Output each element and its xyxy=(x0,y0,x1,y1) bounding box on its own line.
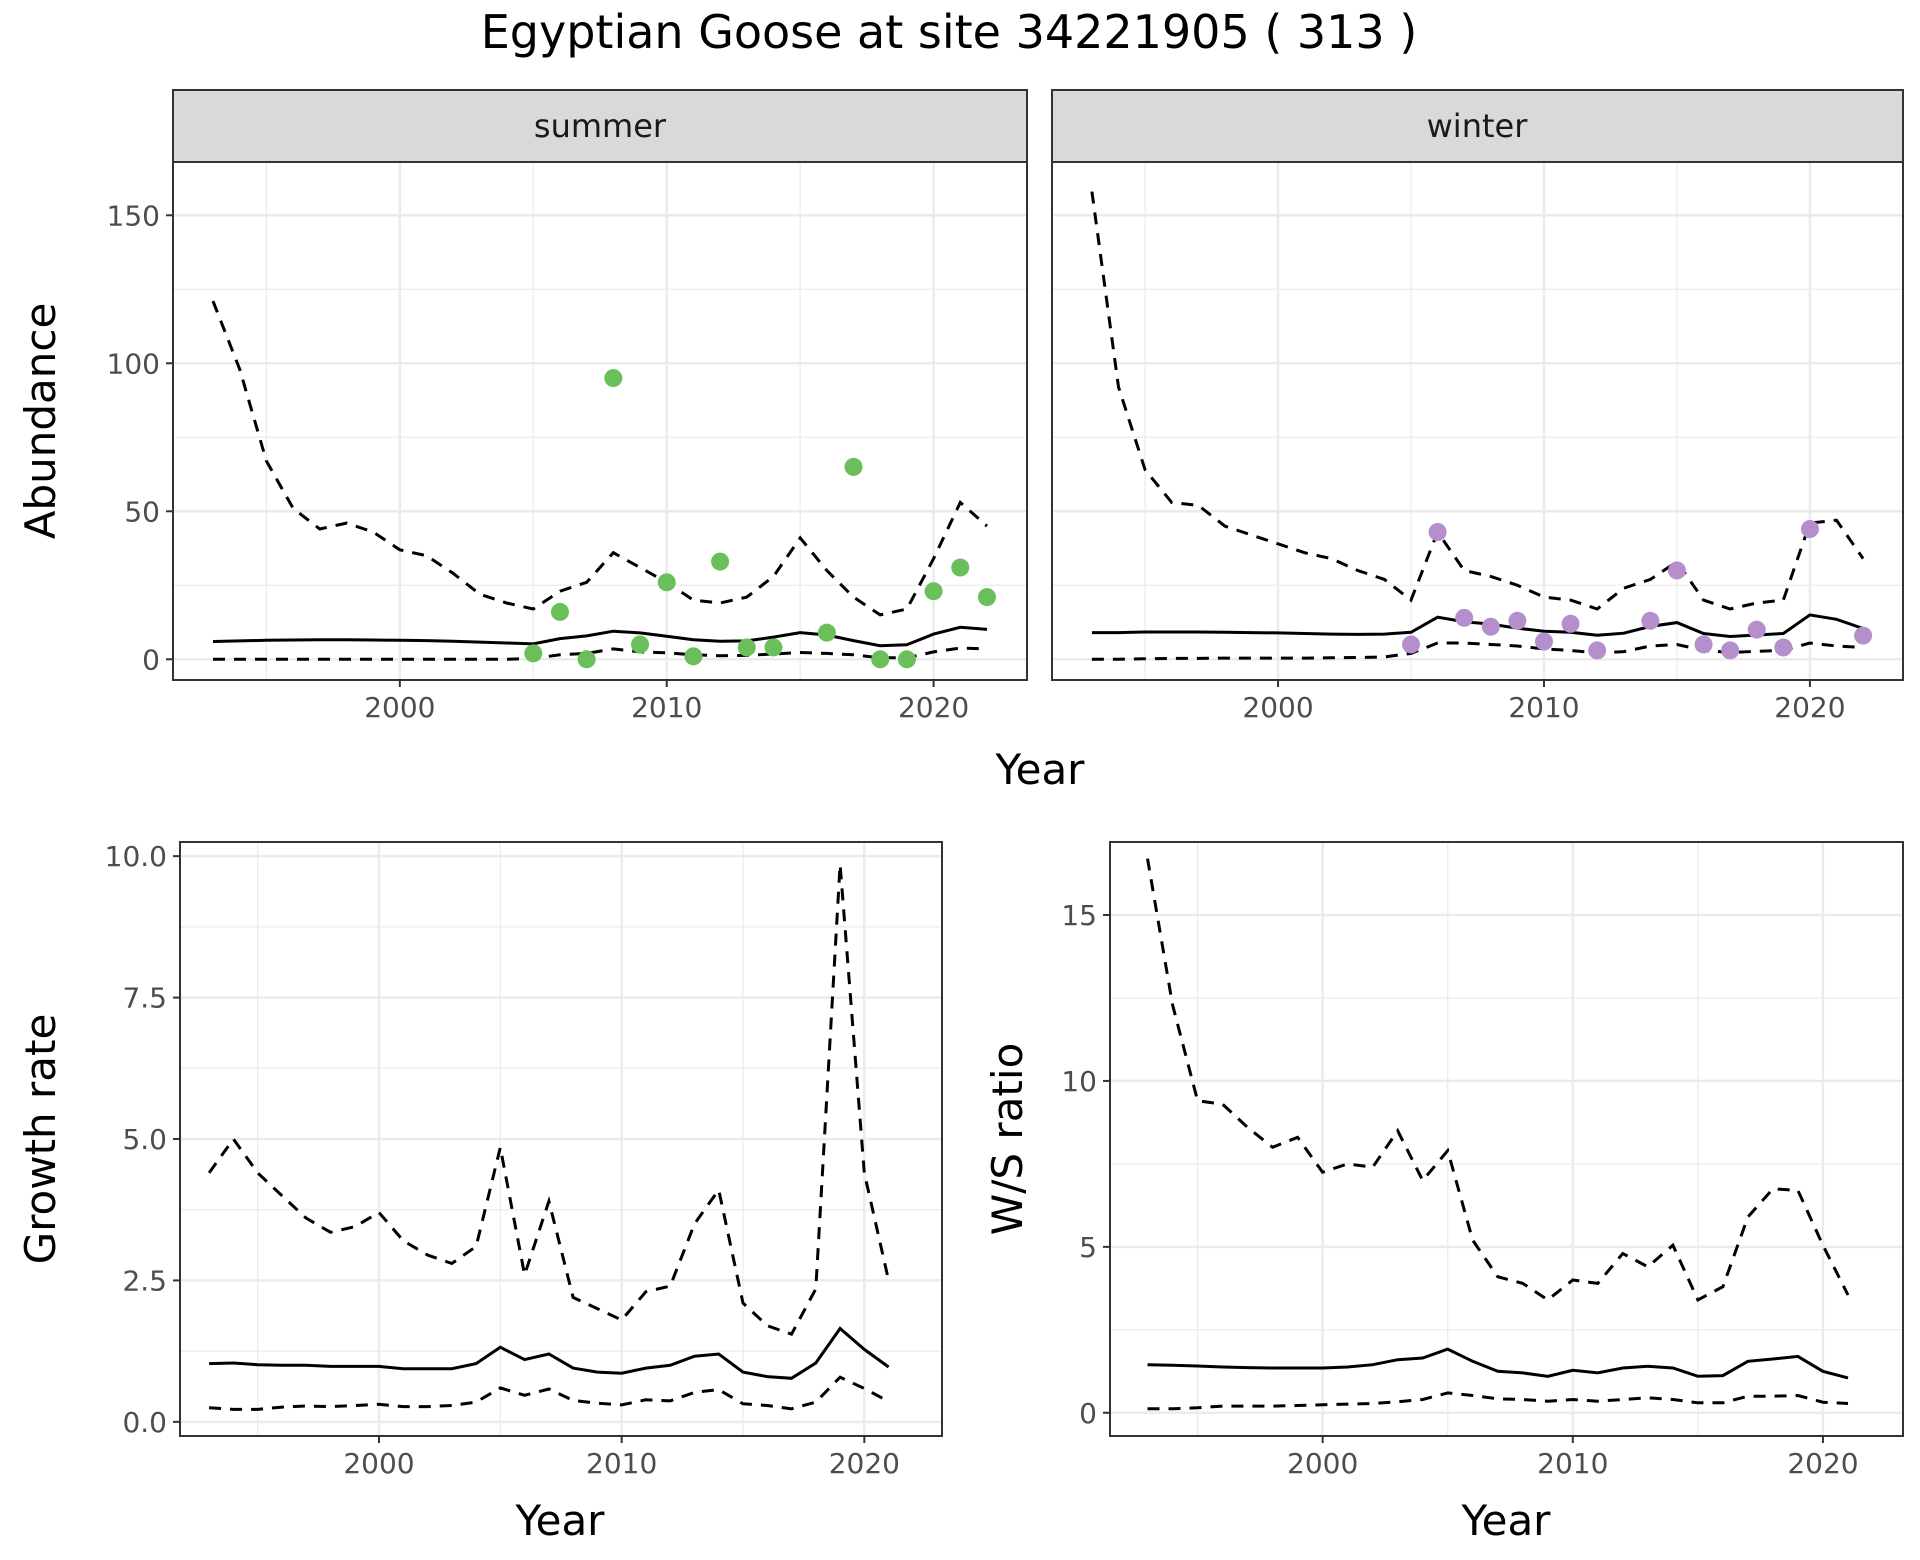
winter-observation-point xyxy=(1667,561,1686,580)
summer-x-tick-label: 2010 xyxy=(631,691,702,724)
winter-observation-point xyxy=(1402,635,1421,654)
ws-y-tick-label: 15 xyxy=(1061,899,1097,932)
summer-observation-point xyxy=(524,644,543,663)
summer-observation-point xyxy=(631,635,650,654)
summer-observation-point xyxy=(924,582,943,601)
winter-upper-ci-line xyxy=(1090,191,1865,611)
summer-observation-point xyxy=(711,552,730,571)
ws-upper-ci-line xyxy=(1146,858,1850,1302)
summer-observation-point xyxy=(871,650,890,669)
winter-panel: winter xyxy=(1051,89,1904,681)
growth-y-tick-label: 7.5 xyxy=(122,982,167,1015)
summer-panel: summer xyxy=(172,89,1028,681)
growth-x-tick-label: 2010 xyxy=(586,1447,657,1480)
winter-observation-point xyxy=(1428,523,1447,541)
growth-y-tick-label: 0.0 xyxy=(122,1406,167,1439)
abundance-y-tick-label: 150 xyxy=(107,199,160,232)
growth-x-axis-title: Year xyxy=(515,1496,606,1545)
winter-observation-point xyxy=(1747,620,1766,639)
summer-observation-point xyxy=(764,638,783,657)
abundance-y-tick-label: 50 xyxy=(124,495,160,528)
summer-observation-point xyxy=(550,602,569,621)
summer-x-tick-label: 2020 xyxy=(898,691,969,724)
winter-panel-border xyxy=(1051,161,1904,681)
ws-x-tick-label: 2020 xyxy=(1787,1447,1858,1480)
growth-y-tick-label: 2.5 xyxy=(122,1264,167,1297)
summer-observation-point xyxy=(577,650,596,669)
summer-observation-point xyxy=(844,457,863,476)
summer-observation-point xyxy=(897,650,916,669)
summer-strip xyxy=(172,89,1028,163)
ws-x-tick-label: 2010 xyxy=(1537,1447,1608,1480)
ws-ratio-panel xyxy=(1109,841,1904,1437)
ws-y-tick-label: 5 xyxy=(1079,1231,1097,1264)
winter-x-tick-label: 2020 xyxy=(1774,691,1845,724)
ws-y-tick-label: 10 xyxy=(1061,1065,1097,1098)
growth-mean-line xyxy=(209,1326,890,1380)
summer-observation-point xyxy=(817,623,836,642)
ws-y-tick-label: 0 xyxy=(1079,1397,1097,1430)
winter-observation-point xyxy=(1694,635,1713,654)
winter-observation-point xyxy=(1641,611,1660,630)
winter-strip-label: winter xyxy=(1427,107,1529,145)
winter-observation-point xyxy=(1588,641,1607,660)
winter-observation-point xyxy=(1508,611,1527,630)
ws-x-axis-title: Year xyxy=(1461,1496,1552,1545)
winter-observation-point xyxy=(1481,617,1500,636)
growth-x-tick-label: 2000 xyxy=(343,1447,414,1480)
winter-x-tick-label: 2000 xyxy=(1242,691,1313,724)
winter-observation-point xyxy=(1561,614,1580,633)
growth-upper-ci-line xyxy=(207,864,891,1337)
ws-panel-border xyxy=(1109,841,1904,1437)
growth-rate-panel xyxy=(179,841,943,1437)
growth-x-tick-label: 2020 xyxy=(829,1447,900,1480)
abundance-y-tick-label: 100 xyxy=(107,347,160,380)
winter-observation-point xyxy=(1774,638,1793,657)
summer-observation-point xyxy=(657,573,676,592)
winter-x-tick-label: 2010 xyxy=(1508,691,1579,724)
summer-observation-point xyxy=(977,588,996,607)
growth-lower-ci-line xyxy=(208,1375,890,1411)
ws-mean-line xyxy=(1147,1347,1849,1380)
chart-title: Egyptian Goose at site 34221905 ( 313 ) xyxy=(481,5,1418,59)
growth-y-axis-title: Growth rate xyxy=(16,1014,65,1265)
winter-lower-ci-line xyxy=(1091,641,1864,661)
summer-panel-border xyxy=(172,161,1028,681)
summer-observation-point xyxy=(684,647,703,666)
ws-y-axis-title: W/S ratio xyxy=(983,1043,1032,1236)
abundance-y-axis-title: Abundance xyxy=(16,303,65,540)
summer-observation-point xyxy=(951,558,970,577)
summer-lower-ci-line xyxy=(213,646,988,661)
ws-lower-ci-line xyxy=(1147,1391,1849,1411)
abundance-y-tick-label: 0 xyxy=(142,643,160,676)
abundance-x-axis-title: Year xyxy=(995,745,1086,794)
winter-observation-point xyxy=(1800,520,1819,539)
summer-mean-line xyxy=(212,625,988,648)
growth-y-tick-label: 5.0 xyxy=(122,1123,167,1156)
summer-upper-ci-line xyxy=(211,300,988,617)
winter-observation-point xyxy=(1854,626,1873,645)
ws-x-tick-label: 2000 xyxy=(1287,1447,1358,1480)
winter-observation-point xyxy=(1721,641,1740,660)
winter-mean-line xyxy=(1091,613,1864,639)
summer-strip-label: summer xyxy=(534,107,667,145)
winter-observation-point xyxy=(1455,608,1474,627)
growth-y-tick-label: 10.0 xyxy=(105,840,167,873)
winter-observation-point xyxy=(1534,632,1553,651)
summer-observation-point xyxy=(604,369,623,388)
summer-x-tick-label: 2000 xyxy=(364,691,435,724)
summer-observation-point xyxy=(737,638,756,657)
